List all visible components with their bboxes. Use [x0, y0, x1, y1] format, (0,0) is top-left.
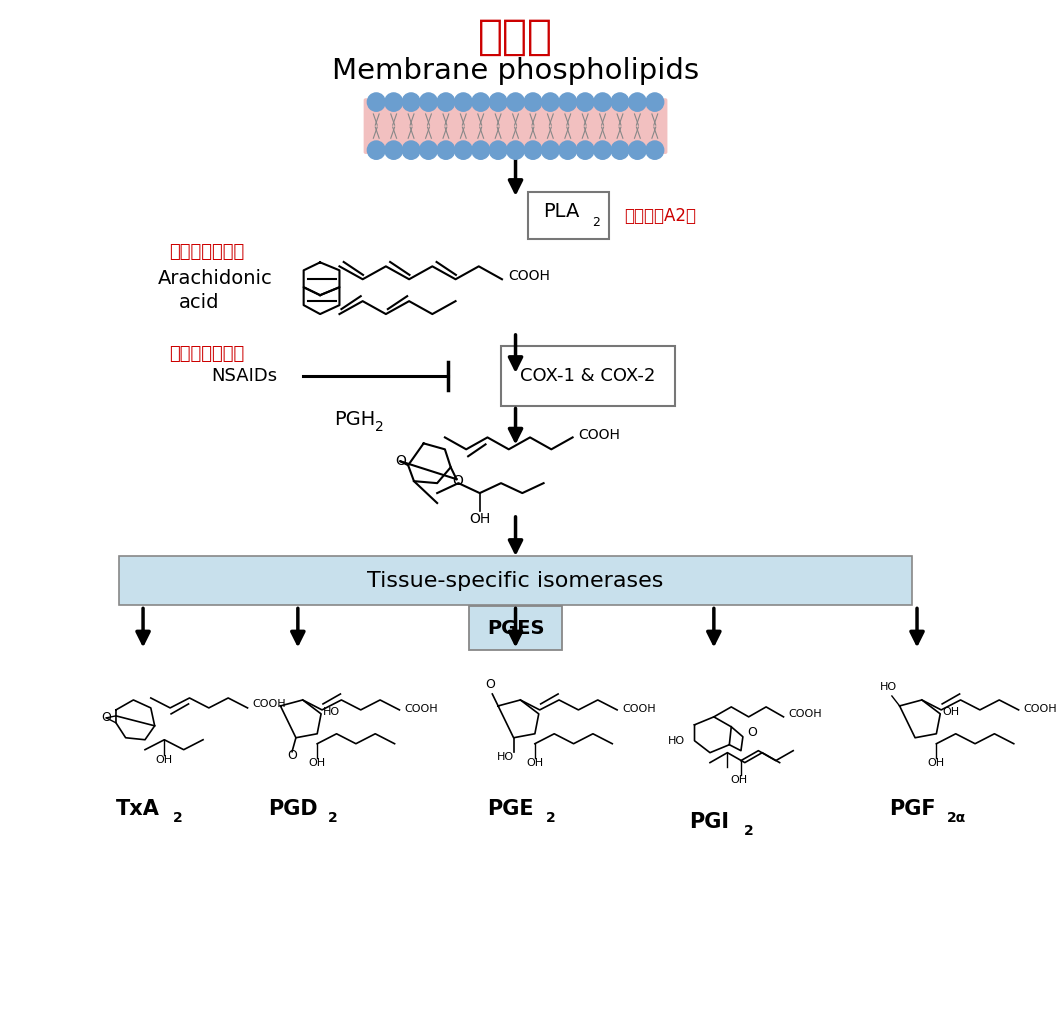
Text: （花生四烯酸）: （花生四烯酸）: [169, 244, 244, 262]
Circle shape: [576, 93, 594, 111]
Text: PGF: PGF: [889, 799, 936, 819]
Text: 膜磷脂: 膜磷脂: [479, 15, 553, 58]
Circle shape: [524, 93, 542, 111]
Circle shape: [611, 141, 629, 159]
Text: Tissue-specific isomerases: Tissue-specific isomerases: [367, 571, 664, 591]
Text: OH: OH: [927, 757, 945, 767]
Circle shape: [507, 93, 524, 111]
Text: 2: 2: [173, 811, 182, 825]
Text: COX-1 & COX-2: COX-1 & COX-2: [520, 367, 656, 385]
Circle shape: [646, 93, 664, 111]
Text: Membrane phospholipids: Membrane phospholipids: [332, 57, 699, 86]
Text: 2: 2: [376, 421, 384, 434]
Text: PGI: PGI: [689, 812, 729, 833]
Circle shape: [385, 93, 402, 111]
Circle shape: [419, 141, 437, 159]
Text: （非甾体药物）: （非甾体药物）: [169, 344, 244, 363]
Circle shape: [472, 93, 489, 111]
Circle shape: [489, 141, 507, 159]
Circle shape: [472, 141, 489, 159]
Text: O: O: [288, 749, 297, 761]
Circle shape: [576, 141, 594, 159]
Text: 2: 2: [545, 811, 555, 825]
Text: 2: 2: [744, 824, 753, 839]
Circle shape: [541, 141, 559, 159]
Text: HO: HO: [323, 707, 341, 717]
Text: PLA: PLA: [543, 202, 579, 221]
Circle shape: [628, 93, 646, 111]
Text: COOH: COOH: [578, 428, 621, 442]
Text: O: O: [747, 727, 756, 739]
Circle shape: [454, 141, 472, 159]
Circle shape: [437, 93, 455, 111]
Text: （磷脂酶A2）: （磷脂酶A2）: [624, 207, 696, 224]
Text: O: O: [395, 454, 406, 469]
Text: COOH: COOH: [788, 709, 822, 718]
FancyBboxPatch shape: [364, 98, 667, 154]
Circle shape: [559, 141, 577, 159]
Text: NSAIDs: NSAIDs: [211, 367, 278, 385]
Text: PGES: PGES: [487, 619, 544, 638]
FancyBboxPatch shape: [119, 555, 912, 605]
Circle shape: [559, 93, 577, 111]
Circle shape: [454, 93, 472, 111]
Text: COOH: COOH: [508, 269, 550, 283]
Text: O: O: [102, 711, 111, 725]
Text: O: O: [486, 678, 495, 691]
Circle shape: [367, 93, 385, 111]
Circle shape: [489, 93, 507, 111]
FancyBboxPatch shape: [469, 606, 562, 650]
Text: PGE: PGE: [487, 799, 534, 819]
Text: HO: HO: [498, 752, 515, 761]
Circle shape: [628, 141, 646, 159]
Circle shape: [594, 93, 611, 111]
Text: OH: OH: [469, 512, 490, 526]
Text: 2α: 2α: [947, 811, 967, 825]
Text: PGD: PGD: [268, 799, 318, 819]
Text: OH: OH: [730, 774, 748, 785]
Circle shape: [541, 93, 559, 111]
Text: O: O: [452, 474, 463, 488]
Text: TxA: TxA: [117, 799, 160, 819]
Text: OH: OH: [526, 757, 543, 767]
Text: COOH: COOH: [1024, 704, 1057, 714]
Circle shape: [437, 141, 455, 159]
Circle shape: [646, 141, 664, 159]
Circle shape: [594, 141, 611, 159]
Text: OH: OH: [309, 757, 326, 767]
Text: COOH: COOH: [253, 699, 286, 709]
Circle shape: [507, 141, 524, 159]
Circle shape: [367, 141, 385, 159]
Circle shape: [402, 141, 420, 159]
Text: OH: OH: [942, 707, 959, 717]
Text: OH: OH: [156, 755, 173, 764]
Text: PGH: PGH: [333, 410, 375, 429]
Circle shape: [419, 93, 437, 111]
Text: COOH: COOH: [622, 704, 656, 714]
Circle shape: [402, 93, 420, 111]
Circle shape: [385, 141, 402, 159]
Text: HO: HO: [667, 736, 684, 746]
Circle shape: [611, 93, 629, 111]
Text: COOH: COOH: [404, 704, 438, 714]
FancyBboxPatch shape: [528, 192, 609, 239]
Circle shape: [524, 141, 542, 159]
FancyBboxPatch shape: [501, 345, 675, 406]
Text: Arachidonic: Arachidonic: [158, 269, 273, 287]
Text: acid: acid: [179, 292, 220, 312]
Text: 2: 2: [328, 811, 337, 825]
Text: HO: HO: [880, 682, 897, 692]
Text: 2: 2: [592, 216, 599, 229]
